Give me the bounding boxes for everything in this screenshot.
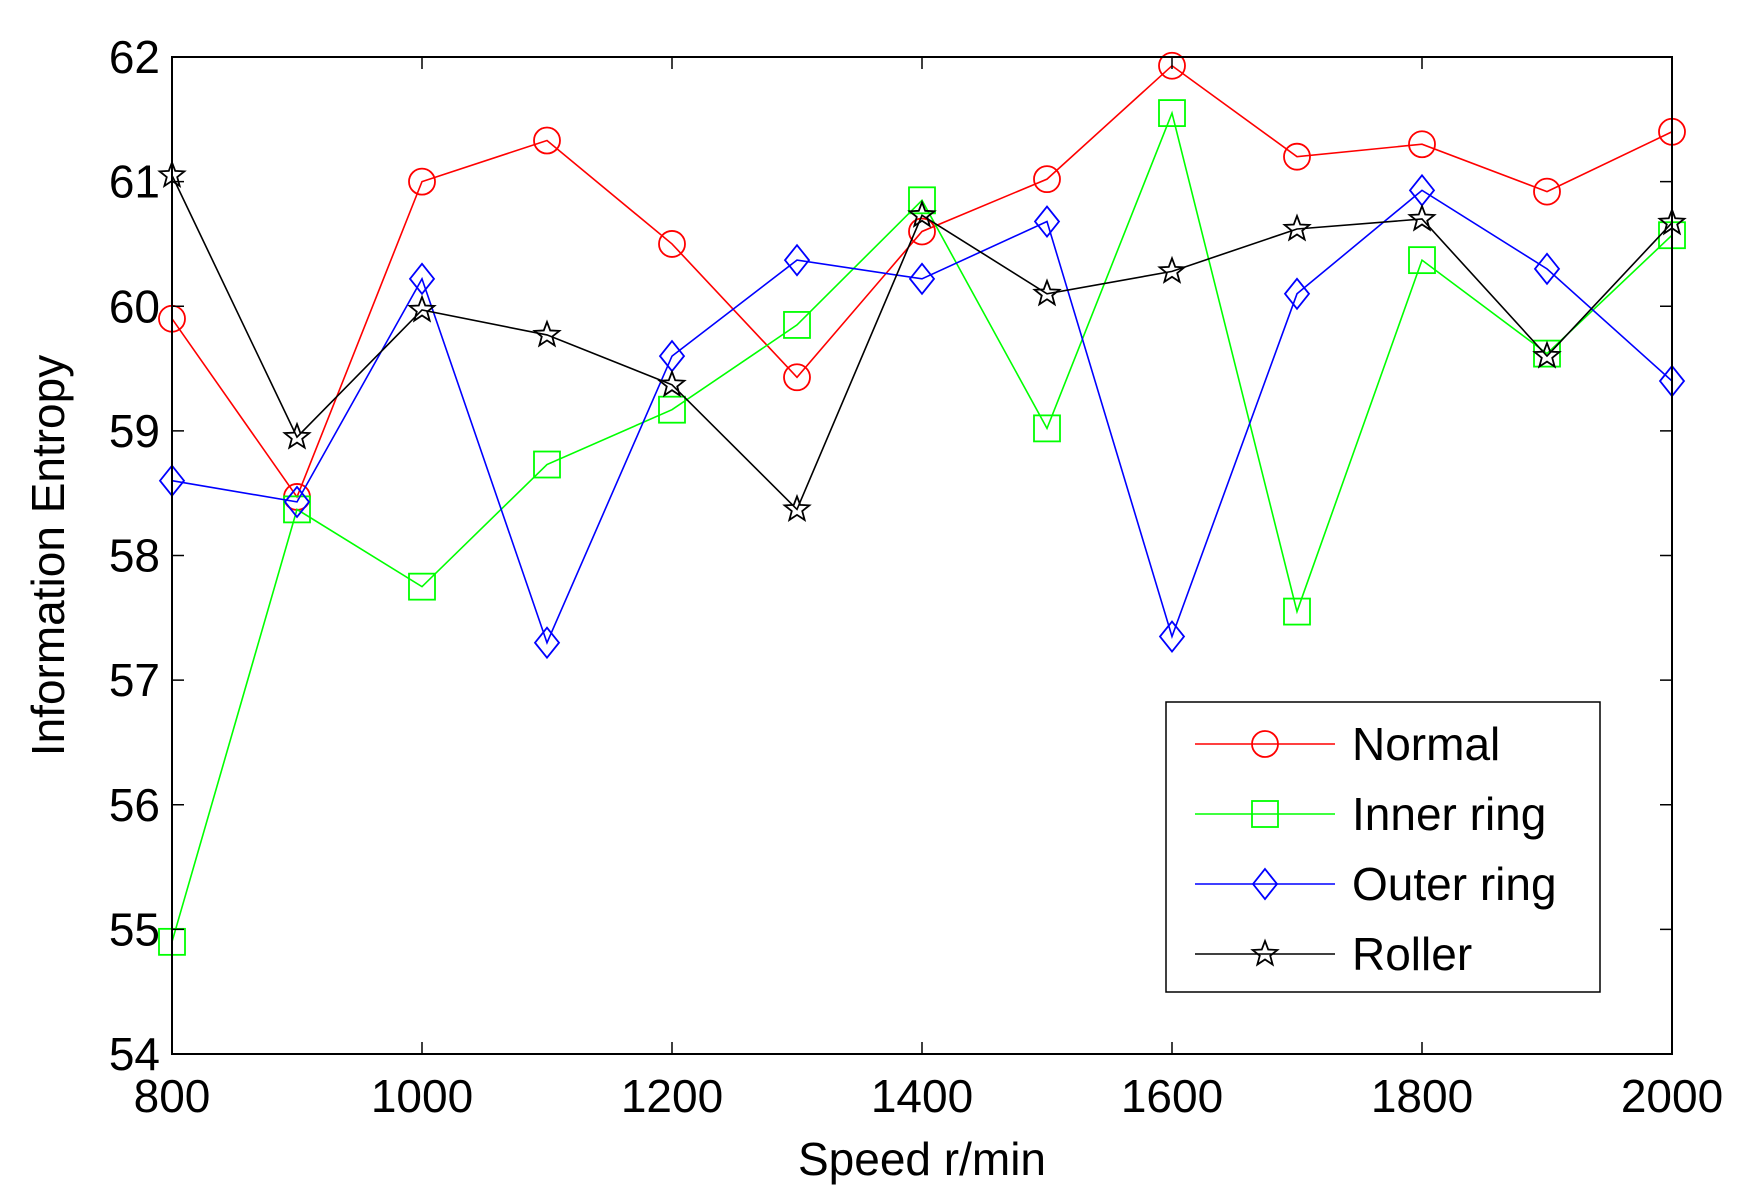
legend-marker-outer-ring: [1251, 867, 1279, 901]
data-point-normal: [1033, 165, 1061, 194]
legend-entry-outer-ring: Outer ring: [1195, 858, 1557, 910]
data-point-roller: [1532, 340, 1562, 369]
data-point-roller: [1407, 203, 1437, 232]
data-point-roller: [282, 421, 312, 450]
legend-entry-normal: Normal: [1195, 718, 1500, 770]
legend-entry-inner-ring: Inner ring: [1195, 788, 1546, 840]
data-point-inner-ring: [908, 186, 936, 215]
data-point-outer-ring: [1533, 252, 1561, 286]
x-tick-label: 1400: [871, 1070, 973, 1122]
series-layer: [157, 51, 1687, 956]
x-tick-label: 1200: [621, 1070, 723, 1122]
data-point-outer-ring: [1158, 620, 1186, 653]
data-point-inner-ring: [1158, 99, 1186, 127]
data-point-outer-ring: [283, 485, 311, 519]
y-tick-label: 55: [109, 903, 160, 955]
data-point-normal: [533, 126, 561, 155]
data-point-normal: [908, 217, 936, 246]
x-axis-label: Speed r/min: [798, 1133, 1046, 1185]
data-point-outer-ring: [783, 243, 811, 277]
data-point-roller: [782, 493, 812, 522]
data-point-normal: [783, 363, 811, 392]
data-point-normal: [1533, 177, 1561, 206]
y-tick-label: 58: [109, 530, 160, 582]
series-line-roller: [171, 175, 1673, 511]
series-normal: [158, 51, 1686, 511]
data-point-inner-ring: [658, 395, 686, 424]
y-tick-label: 57: [109, 654, 160, 706]
data-point-normal: [1283, 142, 1311, 171]
data-point-inner-ring: [408, 572, 436, 601]
data-point-inner-ring: [283, 495, 311, 524]
series-outer-ring: [158, 173, 1686, 660]
data-point-outer-ring: [1033, 205, 1061, 238]
legend-marker-inner-ring: [1251, 800, 1279, 828]
data-point-roller: [907, 199, 937, 228]
y-tick-label: 62: [109, 31, 160, 83]
data-point-normal: [1158, 51, 1186, 80]
legend-label-inner-ring: Inner ring: [1352, 788, 1546, 840]
legend-marker-roller: [1250, 938, 1280, 967]
legend: Normal Inner ring Outer ring Roller: [1165, 701, 1601, 993]
data-point-outer-ring: [1283, 277, 1311, 311]
series-line-outer-ring: [171, 189, 1673, 645]
data-point-inner-ring: [533, 450, 561, 479]
data-point-normal: [408, 167, 436, 196]
data-point-outer-ring: [533, 626, 561, 660]
y-tick-label: 59: [109, 405, 160, 457]
series-line-normal: [171, 64, 1673, 499]
y-tick-label: 56: [109, 779, 160, 831]
data-point-inner-ring: [1033, 414, 1061, 443]
x-tick-label: 800: [134, 1070, 211, 1122]
x-tick-label: 1000: [371, 1070, 473, 1122]
data-point-roller: [1282, 213, 1312, 242]
data-point-roller: [1157, 255, 1187, 284]
data-point-inner-ring: [783, 311, 811, 339]
legend-label-normal: Normal: [1352, 718, 1500, 770]
x-tick-label: 1800: [1371, 1070, 1473, 1122]
data-point-roller: [532, 319, 562, 348]
legend-entry-roller: Roller: [1195, 928, 1472, 980]
axis-ticks: 800 1000 1200 1400 1600 1800 2000 54 55 56 57 58 59 6…: [109, 31, 1723, 1122]
x-tick-label: 2000: [1621, 1070, 1723, 1122]
data-point-inner-ring: [1283, 597, 1311, 626]
x-tick-label: 1600: [1121, 1070, 1223, 1122]
legend-box: [1165, 701, 1601, 993]
data-point-roller: [657, 369, 687, 398]
y-tick-label: 54: [109, 1028, 160, 1080]
y-tick-label: 61: [109, 156, 160, 208]
data-point-outer-ring: [908, 262, 936, 296]
data-point-normal: [658, 230, 686, 258]
data-point-roller: [1032, 278, 1062, 307]
data-point-roller: [407, 294, 437, 323]
legend-label-outer-ring: Outer ring: [1352, 858, 1557, 910]
y-axis-label: Information Entropy: [22, 355, 74, 756]
data-point-inner-ring: [1408, 246, 1436, 275]
y-tick-label: 60: [109, 280, 160, 332]
data-point-normal: [1408, 130, 1436, 159]
legend-items: Normal Inner ring Outer ring Roller: [1195, 718, 1557, 980]
legend-marker-normal: [1251, 730, 1279, 758]
data-point-outer-ring: [408, 262, 436, 296]
legend-label-roller: Roller: [1352, 928, 1472, 980]
